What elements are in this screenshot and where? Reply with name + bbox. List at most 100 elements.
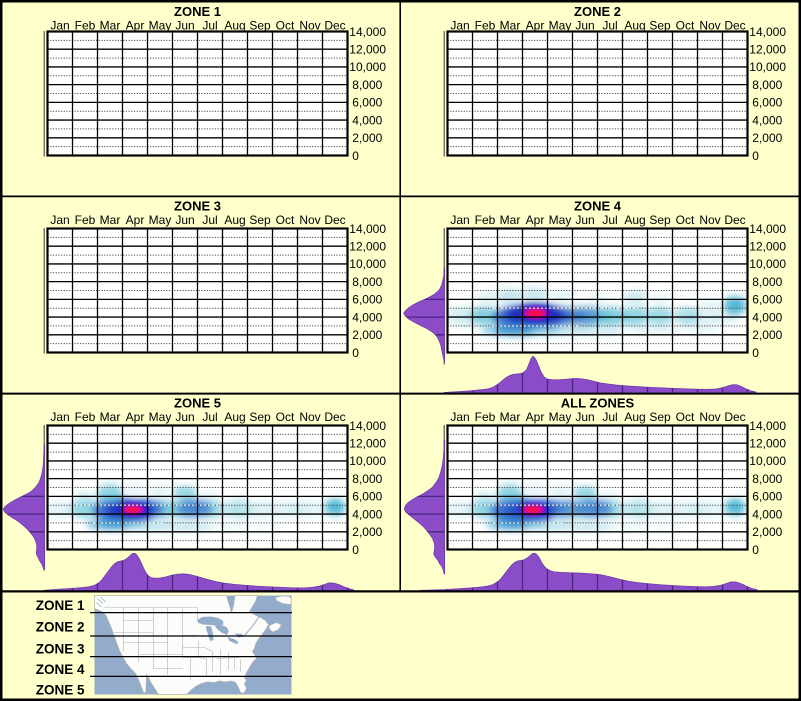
- svg-text:Jul: Jul: [202, 213, 217, 227]
- svg-text:ZONE 5: ZONE 5: [36, 683, 85, 698]
- svg-text:Oct: Oct: [676, 410, 695, 424]
- svg-text:Jul: Jul: [602, 18, 617, 32]
- svg-text:Mar: Mar: [100, 410, 121, 424]
- svg-text:Dec: Dec: [724, 410, 745, 424]
- svg-text:Nov: Nov: [299, 18, 320, 32]
- svg-text:0: 0: [752, 543, 759, 557]
- svg-text:Apr: Apr: [526, 213, 545, 227]
- svg-text:10,000: 10,000: [749, 454, 786, 468]
- svg-text:2,000: 2,000: [752, 328, 782, 342]
- svg-text:ALL ZONES: ALL ZONES: [561, 396, 635, 411]
- svg-text:Nov: Nov: [299, 410, 320, 424]
- svg-text:Jul: Jul: [602, 213, 617, 227]
- svg-text:4,000: 4,000: [752, 113, 782, 127]
- svg-text:12,000: 12,000: [749, 43, 786, 57]
- svg-text:Mar: Mar: [500, 18, 521, 32]
- svg-text:Dec: Dec: [724, 213, 745, 227]
- svg-text:6,000: 6,000: [752, 293, 782, 307]
- svg-text:Apr: Apr: [526, 18, 545, 32]
- svg-text:0: 0: [752, 346, 759, 360]
- svg-text:Aug: Aug: [224, 18, 245, 32]
- svg-text:ZONE 5: ZONE 5: [174, 396, 221, 411]
- svg-text:Feb: Feb: [75, 18, 96, 32]
- svg-text:Dec: Dec: [724, 18, 745, 32]
- svg-text:Jul: Jul: [202, 18, 217, 32]
- svg-text:Feb: Feb: [475, 410, 496, 424]
- svg-text:Mar: Mar: [100, 213, 121, 227]
- svg-text:14,000: 14,000: [349, 419, 386, 433]
- svg-text:10,000: 10,000: [749, 257, 786, 271]
- svg-text:Nov: Nov: [699, 18, 720, 32]
- svg-text:May: May: [549, 410, 572, 424]
- svg-text:6,000: 6,000: [352, 96, 382, 110]
- svg-text:Jan: Jan: [450, 213, 469, 227]
- svg-text:ZONE 4: ZONE 4: [36, 662, 85, 677]
- svg-text:Aug: Aug: [624, 18, 645, 32]
- svg-text:4,000: 4,000: [352, 507, 382, 521]
- svg-text:0: 0: [352, 346, 359, 360]
- svg-text:6,000: 6,000: [752, 96, 782, 110]
- svg-text:Feb: Feb: [75, 410, 96, 424]
- svg-text:Nov: Nov: [699, 410, 720, 424]
- svg-text:Sep: Sep: [249, 213, 271, 227]
- svg-text:8,000: 8,000: [352, 472, 382, 486]
- svg-text:4,000: 4,000: [352, 310, 382, 324]
- svg-text:Apr: Apr: [126, 18, 145, 32]
- svg-text:Jul: Jul: [202, 410, 217, 424]
- svg-text:Feb: Feb: [475, 213, 496, 227]
- svg-text:Aug: Aug: [624, 213, 645, 227]
- svg-text:May: May: [549, 213, 572, 227]
- svg-text:4,000: 4,000: [352, 113, 382, 127]
- svg-text:Oct: Oct: [676, 213, 695, 227]
- svg-text:May: May: [149, 213, 172, 227]
- svg-text:Jun: Jun: [175, 213, 194, 227]
- svg-text:Feb: Feb: [75, 213, 96, 227]
- svg-text:Nov: Nov: [699, 213, 720, 227]
- svg-text:0: 0: [352, 543, 359, 557]
- svg-text:12,000: 12,000: [349, 240, 386, 254]
- svg-text:Aug: Aug: [224, 213, 245, 227]
- svg-text:ZONE 3: ZONE 3: [174, 199, 221, 214]
- svg-text:May: May: [149, 410, 172, 424]
- svg-text:ZONE 2: ZONE 2: [574, 4, 621, 19]
- svg-text:Aug: Aug: [224, 410, 245, 424]
- svg-text:Apr: Apr: [526, 410, 545, 424]
- svg-text:Jan: Jan: [50, 410, 69, 424]
- svg-text:May: May: [549, 18, 572, 32]
- svg-text:Jan: Jan: [50, 213, 69, 227]
- svg-text:10,000: 10,000: [349, 60, 386, 74]
- svg-text:ZONE 1: ZONE 1: [36, 598, 85, 613]
- svg-text:12,000: 12,000: [349, 43, 386, 57]
- svg-text:Dec: Dec: [324, 18, 345, 32]
- svg-text:12,000: 12,000: [749, 437, 786, 451]
- svg-text:Dec: Dec: [324, 410, 345, 424]
- svg-text:8,000: 8,000: [752, 275, 782, 289]
- svg-text:Jun: Jun: [575, 410, 594, 424]
- svg-text:2,000: 2,000: [352, 131, 382, 145]
- svg-text:Jan: Jan: [450, 410, 469, 424]
- svg-text:ZONE 4: ZONE 4: [574, 199, 622, 214]
- svg-text:Oct: Oct: [276, 410, 295, 424]
- svg-text:2,000: 2,000: [352, 525, 382, 539]
- svg-text:6,000: 6,000: [352, 293, 382, 307]
- svg-text:Nov: Nov: [299, 213, 320, 227]
- svg-text:Mar: Mar: [500, 410, 521, 424]
- svg-text:Oct: Oct: [676, 18, 695, 32]
- svg-text:Sep: Sep: [249, 18, 271, 32]
- svg-text:Dec: Dec: [324, 213, 345, 227]
- svg-text:ZONE 2: ZONE 2: [36, 620, 85, 635]
- svg-text:10,000: 10,000: [349, 257, 386, 271]
- svg-text:2,000: 2,000: [352, 328, 382, 342]
- svg-text:Jun: Jun: [575, 213, 594, 227]
- svg-text:8,000: 8,000: [752, 472, 782, 486]
- svg-text:6,000: 6,000: [352, 490, 382, 504]
- svg-text:14,000: 14,000: [749, 222, 786, 236]
- svg-text:May: May: [149, 18, 172, 32]
- svg-text:Jan: Jan: [50, 18, 69, 32]
- svg-text:Mar: Mar: [500, 213, 521, 227]
- svg-text:4,000: 4,000: [752, 310, 782, 324]
- svg-text:Jun: Jun: [575, 18, 594, 32]
- svg-text:Jun: Jun: [175, 410, 194, 424]
- svg-text:6,000: 6,000: [752, 490, 782, 504]
- svg-text:Mar: Mar: [100, 18, 121, 32]
